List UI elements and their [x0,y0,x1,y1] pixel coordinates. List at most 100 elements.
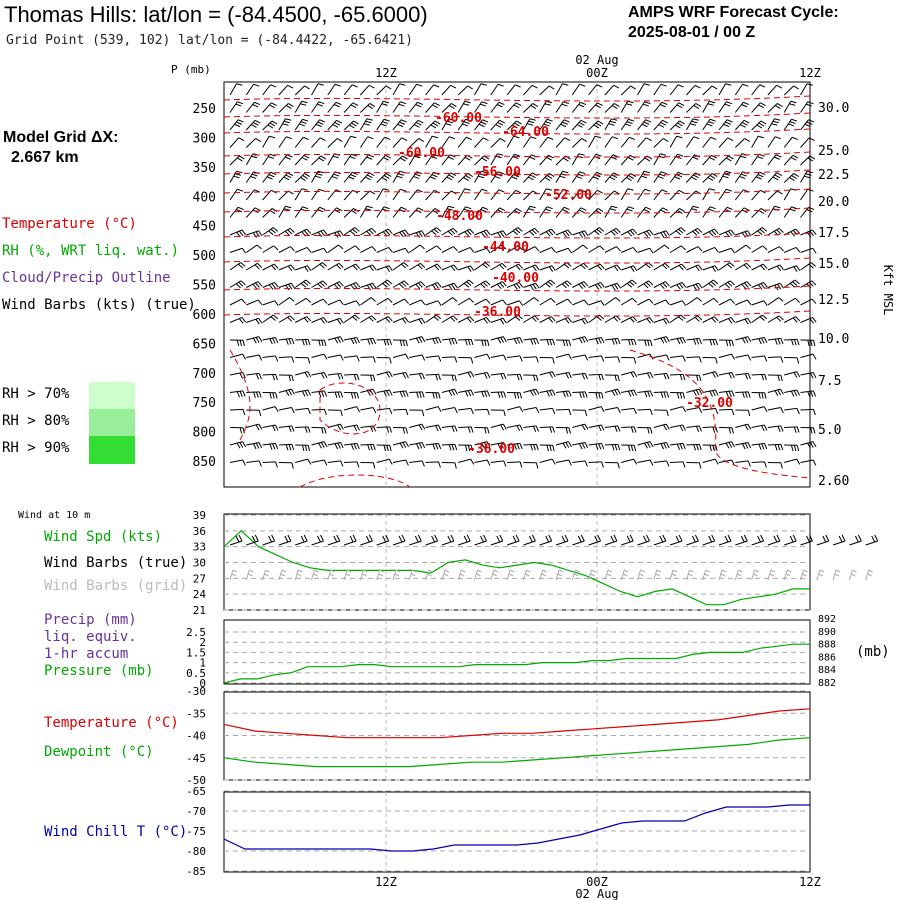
wind-barb-flag [516,392,520,399]
wind-barb-shaft [604,282,618,288]
wind-barb-shaft [637,459,651,463]
surface-wind-barb [417,534,422,542]
wind-barb-flag [632,316,638,322]
wind-barb-shaft [246,230,259,236]
wind-barb-shaft [409,336,422,341]
wind-barb-flag [400,119,407,123]
wind-barb-flag [777,444,781,451]
wind-barb-shaft [311,119,320,131]
precip-panel-tick-label: 1 [199,657,206,670]
wind-barb-flag [774,118,781,121]
grid-wind-barb [539,569,544,581]
wind-barb-flag [600,282,605,288]
wind-barb-shaft [735,423,748,428]
wind-barb-flag [466,317,472,323]
legend-rh90: RH > 90% [2,440,70,456]
wind-barb-flag [236,121,242,125]
wind-barb-shaft [458,389,472,393]
wind-barb-flag [714,265,719,272]
wind-barb-flag [649,390,654,397]
isotherm-label: -44.00 [482,240,529,255]
wind-barb-flag [679,283,684,289]
wind-barb-shaft [523,407,537,411]
wind-barb-shaft [294,155,305,166]
wind-barb-flag [543,123,550,127]
wind-barb-flag [743,207,750,212]
wind-barb-shaft [343,263,356,271]
wind-barb-flag [480,283,486,289]
wind-barb-shaft [311,229,324,236]
wind-barb-shaft [343,84,353,96]
wind-barb-shaft [490,372,504,376]
wind-barb-shaft [360,172,370,183]
wind-barb-flag [709,157,716,161]
wind-barb-flag [793,390,798,397]
wind-barb-flag [242,340,245,347]
wind-barb-flag [487,409,490,416]
wind-barb-flag [776,190,783,195]
wind-barb-shaft [653,442,667,446]
wind-barb-shaft [555,298,568,306]
wind-barb-shaft [604,205,612,218]
wind-barb-shaft [571,120,582,131]
wind-barb-flag [712,445,715,452]
wind-barb-shaft [718,280,731,288]
wind-barb-flag [304,426,308,433]
wind-barb-flag [552,408,556,415]
wind-barb-shaft [620,316,634,323]
wind-barb-flag [598,374,602,381]
wind-barb-shaft [670,424,683,428]
wind-barb-shaft [751,120,762,131]
wind-barb-flag [389,389,393,396]
surface-wind-barb [643,535,647,543]
wind-barb-shaft [278,190,289,201]
wind-barb-flag [454,388,458,395]
precip-panel-series-0 [223,643,810,684]
surface-wind-barb [735,540,748,546]
wind-barb-flag [399,340,403,347]
wind-barb-flag [529,174,536,179]
wind-barb-flag [242,441,246,448]
wind-barb-shaft [408,207,419,218]
wind-barb-flag [614,283,619,290]
wind-barb-flag [563,157,569,162]
wind-barb-flag [317,121,324,125]
wind-barb-shaft [245,138,256,148]
wind-barb-flag [317,83,324,86]
wind-barb-flag [813,427,816,434]
wind-barb-flag [578,122,585,126]
wind-barb-flag [810,340,813,347]
wind-barb-flag [617,462,620,469]
wind-barb-flag [239,427,243,434]
wind-barb-shaft [718,119,728,131]
wind-barb-flag [627,188,634,191]
wind-barb-shaft [734,189,744,201]
wind-barb-flag [715,426,719,433]
wind-barb-flag [780,462,783,469]
isotherm-label: -32.00 [686,396,733,411]
wind-barb-shaft [409,262,421,271]
wind-barb-flag [796,445,800,452]
wind-barb-flag [682,424,686,431]
wind-barb-flag [481,391,485,398]
wind-barb-flag [331,175,338,179]
wind-barb-shaft [262,120,273,131]
wind-barb-flag [529,284,535,291]
wind-barb-flag [649,372,654,379]
wind-barb-flag [268,230,274,236]
wind-barb-flag [731,409,735,416]
wind-barb-flag [628,206,635,210]
surface-wind-barb [792,534,797,542]
wind-barb-flag [353,337,358,344]
wind-barb-shaft [800,280,812,288]
wind-barb-shaft [376,458,390,463]
wind-barb-shaft [360,227,372,236]
wind-barb-shaft [458,246,471,253]
pressure-tick-label: 350 [193,161,216,176]
wind-barb-flag [369,265,374,272]
wind-barb-flag [434,120,441,125]
wind-barb-shaft [457,136,467,148]
wind-barb-flag [234,123,241,128]
wind-barb-flag [480,121,487,125]
height-tick-label: 15.0 [818,257,849,272]
